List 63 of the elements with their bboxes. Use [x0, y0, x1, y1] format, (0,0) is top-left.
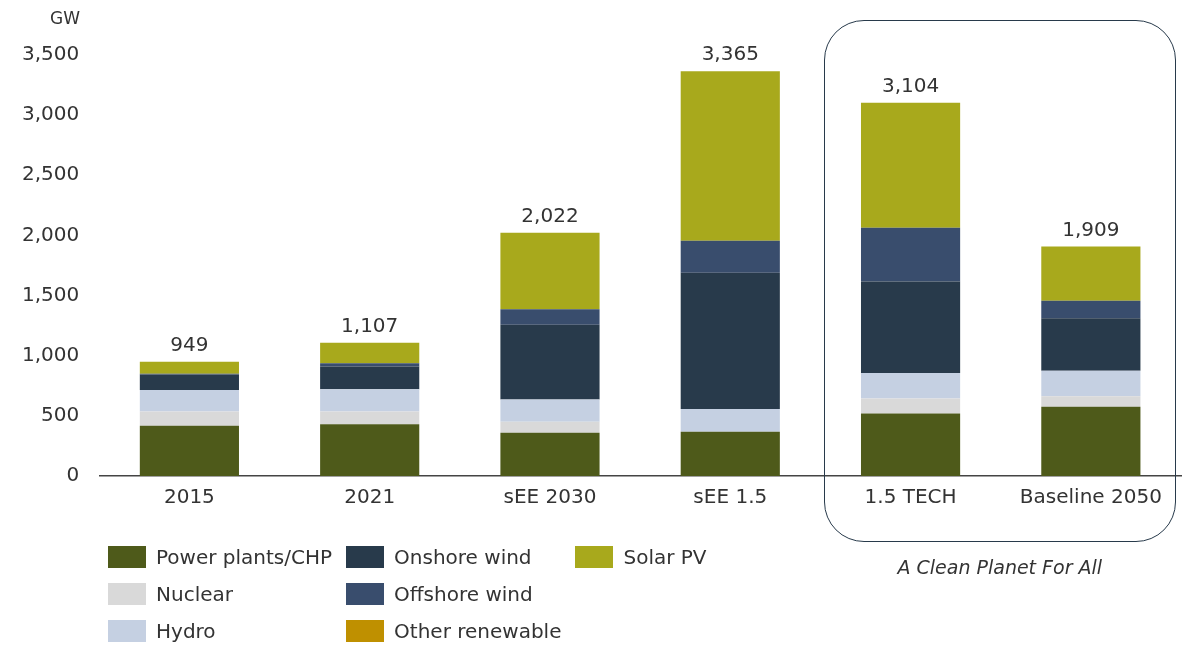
legend-label: Nuclear	[156, 581, 233, 606]
bar	[139, 411, 239, 426]
bar	[1041, 406, 1141, 476]
bar	[320, 342, 420, 364]
total-label: 1,107	[341, 313, 399, 338]
bar	[860, 413, 961, 476]
legend-label: Hydro	[156, 618, 216, 643]
bar	[500, 421, 600, 433]
bar	[680, 431, 780, 476]
total-label: 949	[170, 332, 209, 357]
bar	[860, 227, 961, 282]
bar	[139, 374, 239, 390]
y-axis-title: GW	[50, 8, 80, 28]
y-tick-label: 1,000	[21, 341, 80, 366]
total-label: 3,365	[701, 41, 759, 66]
bar	[680, 408, 780, 432]
bar	[139, 425, 239, 476]
bar	[860, 372, 961, 399]
legend-label: Offshore wind	[394, 581, 533, 606]
text: A Clean Planet For All	[895, 556, 1104, 578]
bar	[860, 398, 961, 414]
x-tick-label: sEE 2030	[503, 484, 597, 509]
y-tick-label: 3,000	[21, 101, 80, 126]
y-tick-label: 3,500	[21, 41, 80, 66]
bar	[860, 102, 961, 228]
legend-label: Power plants/CHP	[156, 544, 333, 569]
bar	[1041, 300, 1141, 319]
y-tick-label: 2,500	[21, 161, 80, 186]
bar	[500, 309, 600, 325]
legend-label: Onshore wind	[394, 544, 532, 569]
bar	[500, 232, 600, 310]
bar	[320, 363, 420, 367]
total-label: 1,909	[1062, 216, 1120, 241]
legend-label: Other renewable	[394, 618, 562, 643]
x-tick-label: 2015	[163, 484, 215, 509]
x-tick-label: 2021	[344, 484, 396, 509]
y-tick-label: 0	[66, 462, 80, 487]
bar	[320, 424, 420, 476]
bar	[1041, 246, 1141, 301]
bar	[320, 366, 420, 390]
total-label: 3,104	[881, 72, 940, 97]
bar	[139, 389, 239, 412]
bar	[860, 281, 961, 373]
x-tick-label: 1.5 TECH	[864, 484, 957, 509]
bar	[1041, 370, 1141, 397]
bar	[500, 432, 600, 476]
bar	[1041, 318, 1141, 371]
bar	[139, 361, 239, 374]
legend-label: Solar PV	[623, 544, 707, 569]
bar	[320, 411, 420, 425]
bar	[500, 399, 600, 422]
y-tick-label: 2,000	[21, 221, 80, 246]
bar	[500, 324, 600, 400]
bar	[680, 272, 780, 409]
bar	[1041, 396, 1141, 407]
bar	[680, 240, 780, 273]
x-tick-label: Baseline 2050	[1019, 484, 1162, 509]
bar	[680, 71, 780, 241]
x-tick-label: sEE 1.5	[693, 484, 768, 509]
y-tick-label: 1,500	[21, 281, 80, 306]
total-label: 2,022	[521, 202, 579, 227]
y-tick-label: 500	[41, 402, 80, 427]
bar	[320, 389, 420, 412]
